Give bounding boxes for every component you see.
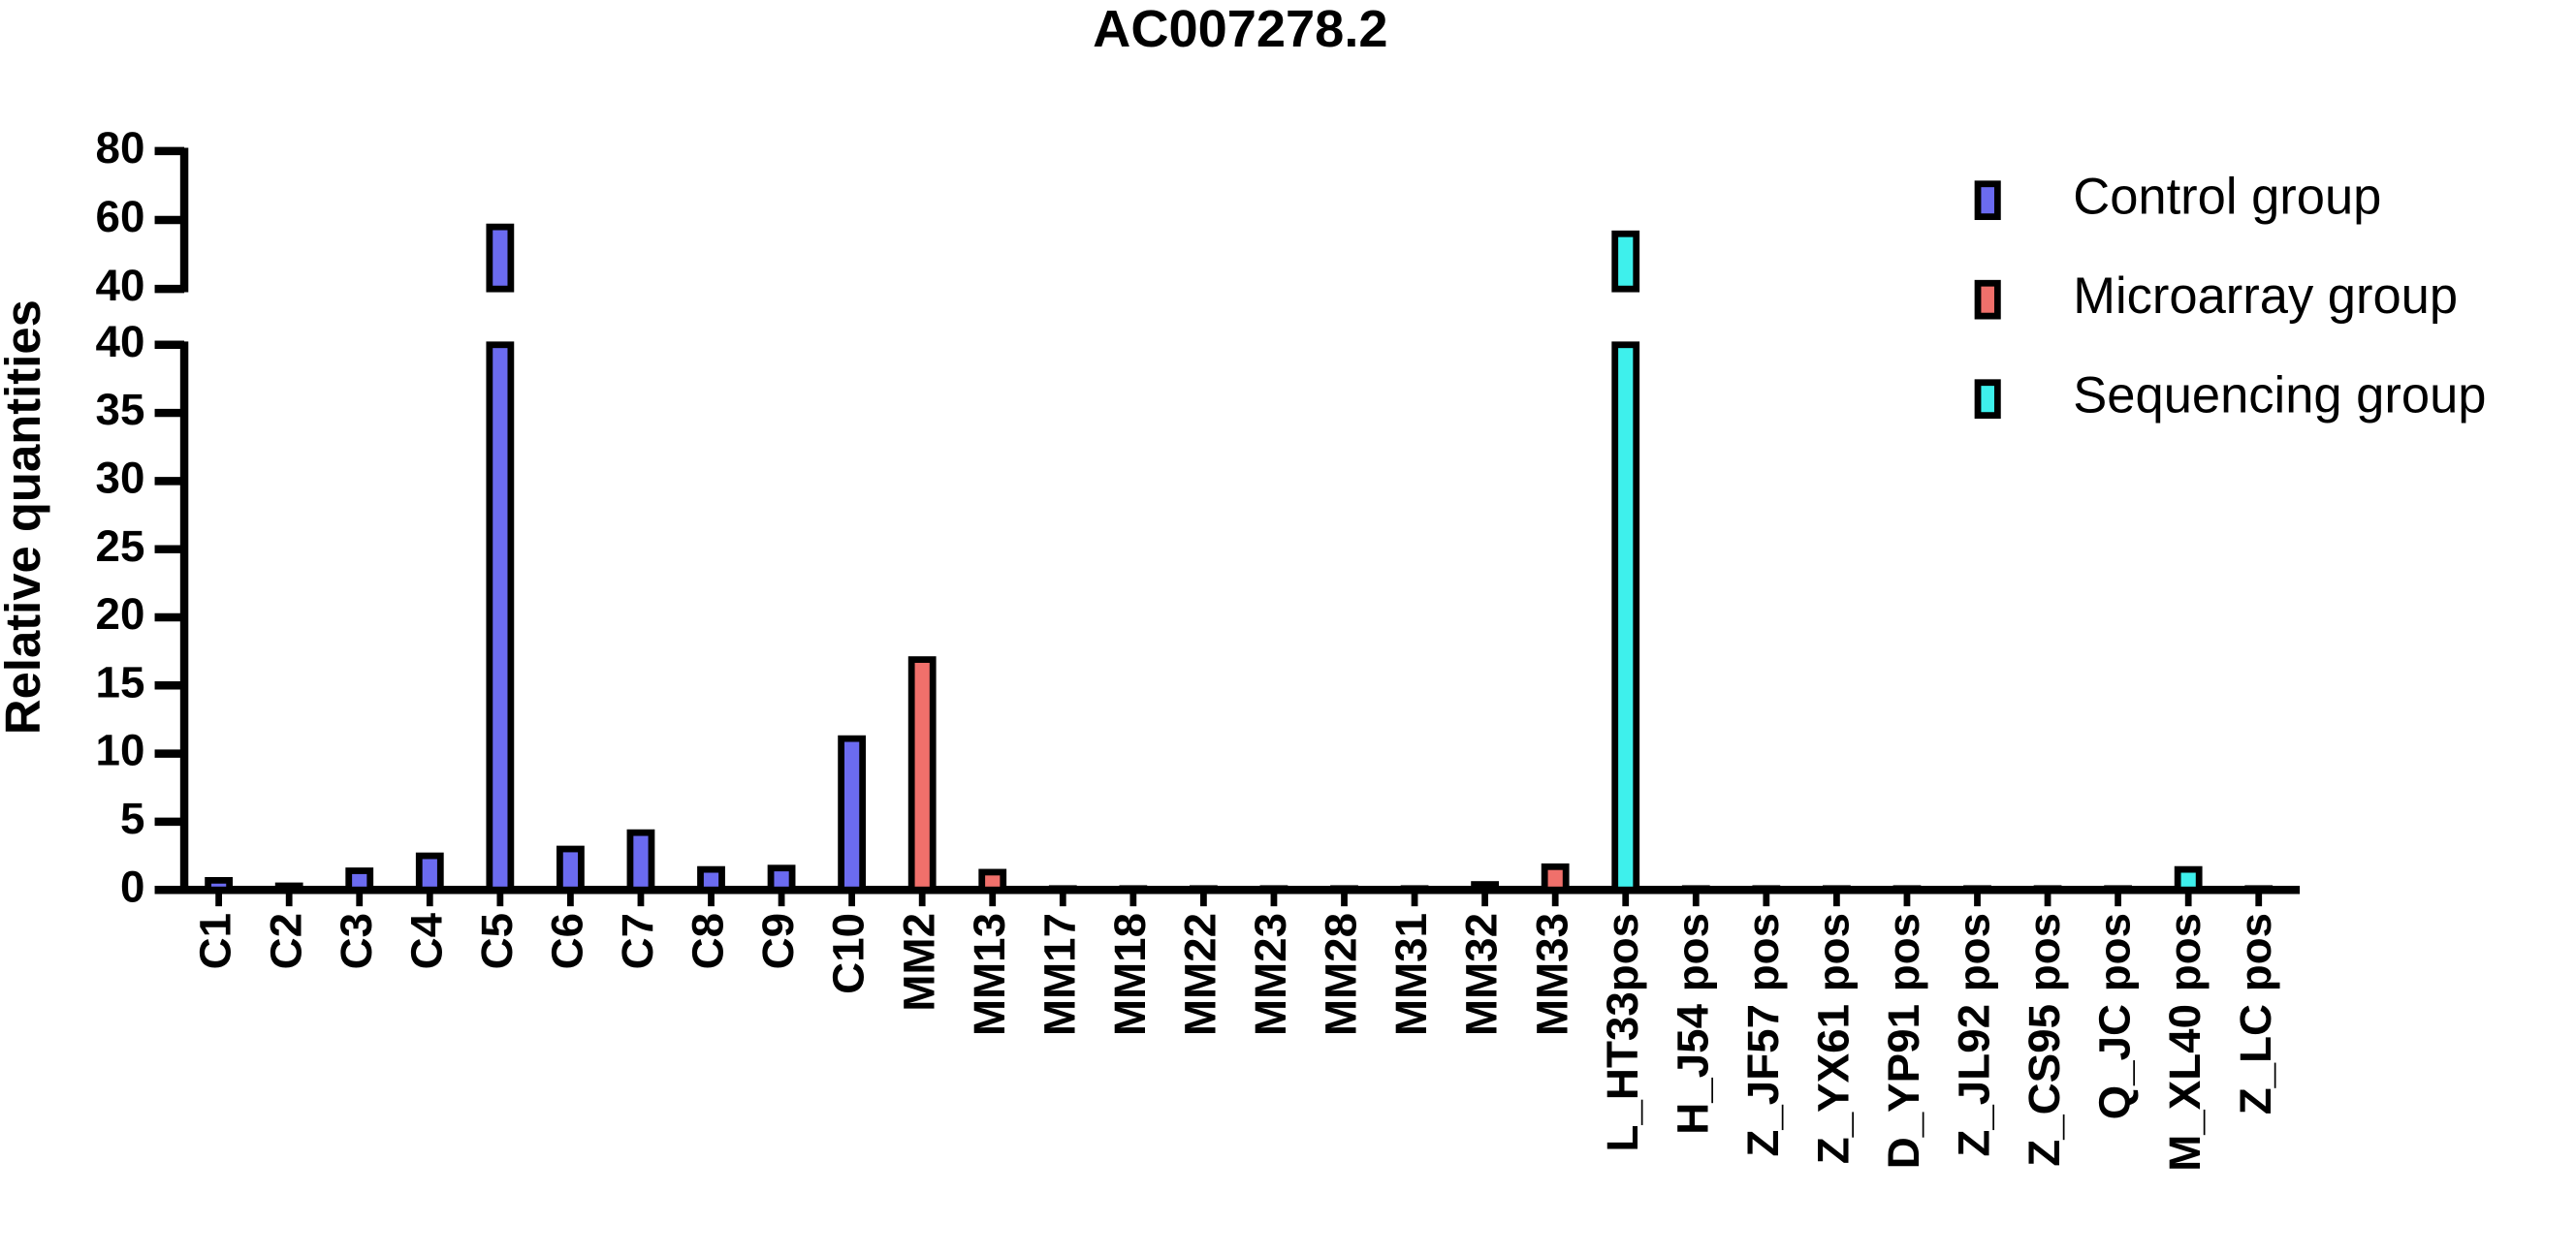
bar <box>274 882 303 894</box>
bar <box>1892 885 1922 894</box>
bar <box>1189 885 1218 894</box>
x-tick-label: MM18 <box>1105 913 1155 1036</box>
bar <box>978 868 1007 894</box>
bar <box>1259 885 1288 894</box>
bar <box>1471 881 1500 894</box>
bar <box>1611 341 1640 894</box>
x-tick-label: MM28 <box>1317 913 1366 1036</box>
x-tick-label: C9 <box>753 913 803 969</box>
x-tick-label: Z_YX61 pos <box>1808 913 1858 1164</box>
x-tick-label: Z_JL92 pos <box>1950 913 1999 1157</box>
bar <box>767 864 796 894</box>
x-tick-label: MM2 <box>894 913 943 1012</box>
x-tick-label: C4 <box>401 912 451 969</box>
y-tick-label: 15 <box>96 657 145 706</box>
bar <box>557 845 585 894</box>
x-tick-label: L_HT33pos <box>1598 913 1647 1152</box>
x-tick-label: C10 <box>824 913 874 994</box>
x-tick-label: C2 <box>261 913 310 969</box>
bar <box>2244 885 2274 894</box>
x-tick-label: C1 <box>191 913 240 969</box>
x-tick-label: C8 <box>684 913 733 969</box>
x-tick-label: M_XL40 pos <box>2160 913 2210 1172</box>
bar <box>1048 885 1077 894</box>
bar <box>415 852 444 894</box>
bar <box>1119 885 1148 894</box>
bar <box>345 867 374 894</box>
bar <box>1752 885 1781 894</box>
x-tick-label: Z_CS95 pos <box>2019 913 2069 1167</box>
x-tick-label: MM23 <box>1246 913 1295 1036</box>
bar <box>907 656 937 894</box>
bar <box>2033 885 2062 894</box>
y-tick-label: 25 <box>96 521 145 571</box>
bar <box>1611 230 1640 293</box>
bar <box>1822 885 1851 894</box>
x-tick-label: C5 <box>472 913 522 969</box>
chart-title: AC007278.2 <box>1093 0 1387 58</box>
y-tick-label: 40 <box>96 317 145 366</box>
y-axis-label: Relative quantities <box>0 299 50 735</box>
bar <box>2174 865 2203 894</box>
legend-label: Sequencing group <box>2073 367 2486 424</box>
y-tick-label: 10 <box>96 726 145 775</box>
x-tick-label: C6 <box>542 913 591 969</box>
x-tick-label: MM22 <box>1175 913 1224 1036</box>
legend-marker <box>1974 180 2001 221</box>
y-tick-label: 20 <box>96 589 145 639</box>
bar <box>205 876 234 894</box>
y-tick-label: 80 <box>96 123 145 173</box>
bar <box>486 341 515 894</box>
x-tick-label: MM13 <box>965 913 1014 1036</box>
bar <box>1400 885 1429 894</box>
bar <box>1963 885 1991 894</box>
bar <box>1681 885 1710 894</box>
x-tick-label: Z_LC pos <box>2231 913 2280 1115</box>
y-tick-label: 40 <box>96 261 145 310</box>
x-tick-label: Z_JF57 pos <box>1738 913 1788 1157</box>
x-tick-label: H_J54 pos <box>1668 913 1717 1135</box>
x-tick-label: MM17 <box>1034 913 1084 1036</box>
x-tick-label: C3 <box>332 913 381 969</box>
x-tick-label: MM31 <box>1386 913 1436 1036</box>
y-tick-label: 30 <box>96 453 145 502</box>
x-tick-label: MM32 <box>1457 913 1507 1036</box>
bar <box>486 223 515 293</box>
legend-label: Control group <box>2073 169 2381 226</box>
bar <box>838 735 867 894</box>
legend-marker <box>1974 279 2001 320</box>
bar <box>1541 863 1570 894</box>
legend-label: Microarray group <box>2073 267 2458 325</box>
y-tick-label: 60 <box>96 192 145 241</box>
x-tick-label: Q_JC pos <box>2090 913 2140 1120</box>
y-tick-label: 5 <box>120 794 144 843</box>
bar <box>697 865 725 894</box>
y-tick-label: 35 <box>96 385 145 434</box>
bar <box>626 829 655 894</box>
bar <box>1330 885 1358 894</box>
legend-marker <box>1974 379 2001 419</box>
x-tick-label: C7 <box>613 913 662 969</box>
x-tick-label: D_YP91 pos <box>1879 913 1928 1169</box>
y-tick-label: 0 <box>120 862 144 911</box>
x-tick-label: MM33 <box>1527 913 1576 1036</box>
bar <box>2104 885 2133 894</box>
